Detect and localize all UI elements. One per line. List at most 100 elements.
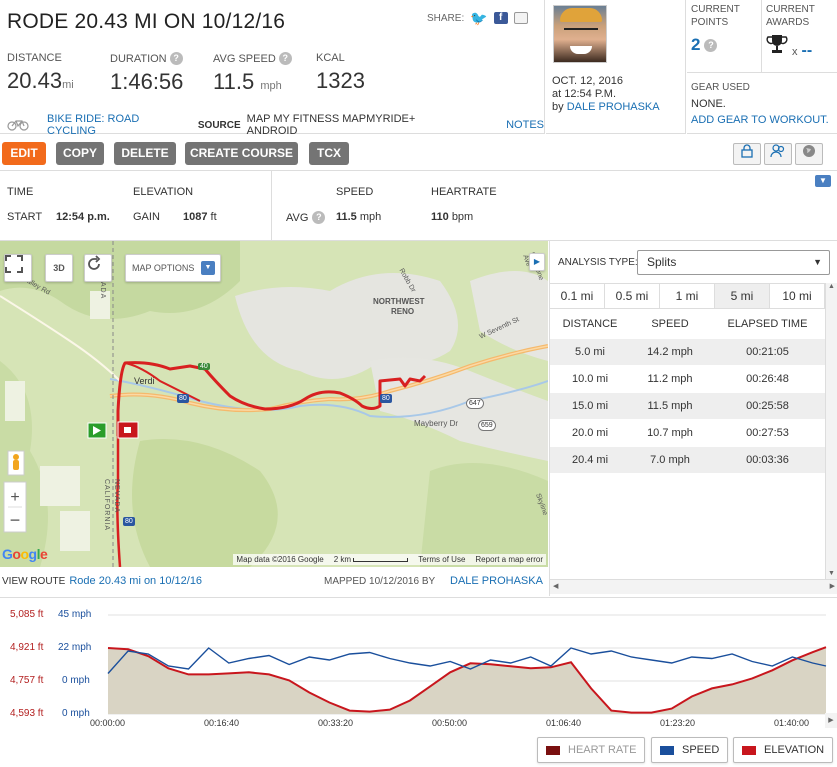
cell: 00:27:53 [746,427,789,439]
awards-value[interactable]: -- [801,42,813,59]
elevation-series-line [107,646,827,714]
table-row: 20.0 mi 10.7 mph 00:27:53 [550,420,825,447]
hr-unit: bpm [451,211,474,223]
globe-icon[interactable] [795,143,823,165]
cell: 10.0 mi [571,373,609,385]
time-line: at 12:54 P.M. [552,88,617,100]
tab-0-1-mi[interactable]: 0.1 mi [550,284,605,308]
replay-icon[interactable] [84,254,112,282]
create-course-button[interactable]: CREATE COURSE [185,142,298,165]
copy-button[interactable]: COPY [56,142,104,165]
user-link[interactable]: DALE PROHASKA [566,101,660,113]
bike-icon [7,119,29,131]
friends-icon[interactable] [764,143,792,165]
lock-icon[interactable] [733,143,761,165]
horizontal-scrollbar[interactable]: ◀ ▶ [550,579,837,594]
scroll-right-icon[interactable]: ▶ [825,713,837,728]
x-tick: 00:00:00 [90,718,126,728]
view-route-label: VIEW ROUTE [2,575,66,587]
stat-label: DURATION [110,52,167,65]
legend-label: ELEVATION [764,744,825,756]
tab-1-mi[interactable]: 1 mi [660,284,715,308]
route-map[interactable]: + − 40 80 80 80 647 659 Verdi NORTHWEST … [0,241,548,567]
scroll-up-icon[interactable]: ▲ [828,283,835,290]
svg-text:−: − [10,510,21,530]
map-attribution: Map data ©2016 Google 2 km Terms of Use … [233,554,546,565]
cell: 15.0 mi [571,400,609,412]
fullscreen-icon[interactable] [4,254,32,282]
analysis-type-select[interactable]: Splits ▼ [637,250,830,275]
report-error-link[interactable]: Report a map error [475,555,543,564]
x-tick: 01:06:40 [546,718,582,728]
scroll-down-icon[interactable]: ▼ [828,570,835,577]
cell: 5.0 mi [575,346,605,358]
3d-view-icon[interactable]: 3D [45,254,73,282]
map-label-mayberry: Mayberry Dr [414,419,459,428]
facebook-icon[interactable]: f [493,12,508,24]
stat-value: 11.5 [213,69,255,94]
y-right-tick: 22 mph [58,642,92,653]
workout-date: OCT. 12, 2016 at 12:54 P.M. by DALE PROH… [552,75,660,114]
current-points-label: CURRENT POINTS [691,4,740,28]
chart-plot[interactable] [0,598,837,733]
scroll-right-icon[interactable]: ▶ [829,583,835,590]
notes-link[interactable]: NOTES [506,119,544,131]
tcx-button[interactable]: TCX [309,142,349,165]
splits-table: DISTANCE SPEED ELAPSED TIME 5.0 mi 14.2 … [550,309,825,474]
vertical-scrollbar[interactable]: ▲ ▼ [825,283,837,579]
current-points-value[interactable]: 2 [691,35,701,54]
scroll-left-icon[interactable]: ◀ [553,583,559,590]
map-label-california: CALIFORNIA [103,479,110,532]
help-icon[interactable]: ? [169,52,183,65]
help-icon[interactable]: ? [312,211,326,224]
email-icon[interactable] [513,12,528,24]
stat-value: 1:46:56 [110,69,184,94]
points-box: CURRENT POINTS 2? CURRENT AWARDS x -- GE… [687,0,837,134]
map-data-credit: Map data ©2016 Google [236,555,324,564]
route-link[interactable]: Rode 20.43 mi on 10/12/16 [69,575,203,587]
chevron-down-icon: ▼ [201,261,215,275]
map-label-80: 80 [177,394,189,403]
legend-elevation-toggle[interactable]: ELEVATION [733,737,834,763]
mapped-by-link[interactable]: DALE PROHASKA [450,575,543,587]
map-canvas[interactable]: + − [0,241,548,567]
legend-speed-toggle[interactable]: SPEED [651,737,729,763]
y-left-tick: 4,921 ft [10,642,44,653]
add-gear-link[interactable]: ADD GEAR TO WORKOUT. [691,114,829,126]
legend-label: HEART RATE [568,744,637,756]
avatar[interactable] [553,5,607,63]
mapped-label: MAPPED 10/12/2016 BY [324,575,436,587]
tab-0-5-mi[interactable]: 0.5 mi [605,284,660,308]
legend-swatch [742,745,756,755]
map-label-659: 659 [478,420,496,431]
help-icon[interactable]: ? [278,52,292,65]
help-icon[interactable]: ? [704,38,718,52]
edit-button[interactable]: EDIT [2,142,46,165]
map-options-dropdown[interactable]: MAP OPTIONS ▼ [125,254,221,282]
source-label: SOURCE [197,119,241,131]
current-awards: CURRENT AWARDS x -- [762,0,837,73]
tab-10-mi[interactable]: 10 mi [770,284,825,308]
activity-type-link[interactable]: BIKE RIDE: ROAD CYCLING [47,113,140,137]
time-label: TIME [7,186,34,198]
terms-link[interactable]: Terms of Use [418,555,466,564]
cell: 10.7 mph [647,427,693,439]
twitter-icon[interactable]: 🐦 [470,10,488,26]
stat-distance: DISTANCE 20.43mi [7,52,74,94]
table-row: 20.4 mi 7.0 mph 00:03:36 [550,447,825,474]
split-tabs: 0.1 mi 0.5 mi 1 mi 5 mi 10 mi [550,283,825,309]
gain-label: GAIN [133,211,160,223]
expand-arrow-icon[interactable]: ▶ [529,253,545,271]
tab-5-mi[interactable]: 5 mi [715,284,770,308]
stat-avg-speed: AVG SPEED? 11.5 mph [213,52,292,95]
map-label-80: 80 [380,394,392,403]
delete-button[interactable]: DELETE [114,142,176,165]
analysis-panel: ANALYSIS TYPE: Splits ▼ 0.1 mi 0.5 mi 1 … [549,241,837,596]
share-bar: SHARE: 🐦 f [427,10,528,26]
map-options-label: MAP OPTIONS [132,263,195,273]
y-left-tick: 4,757 ft [10,675,44,686]
legend-heart-rate-toggle[interactable]: HEART RATE [537,737,646,763]
table-row: 15.0 mi 11.5 mph 00:25:58 [550,393,825,420]
summary-panel: TIME START 12:54 p.m. ELEVATION GAIN 108… [0,171,837,241]
chevron-down-icon[interactable]: ▼ [815,175,831,187]
